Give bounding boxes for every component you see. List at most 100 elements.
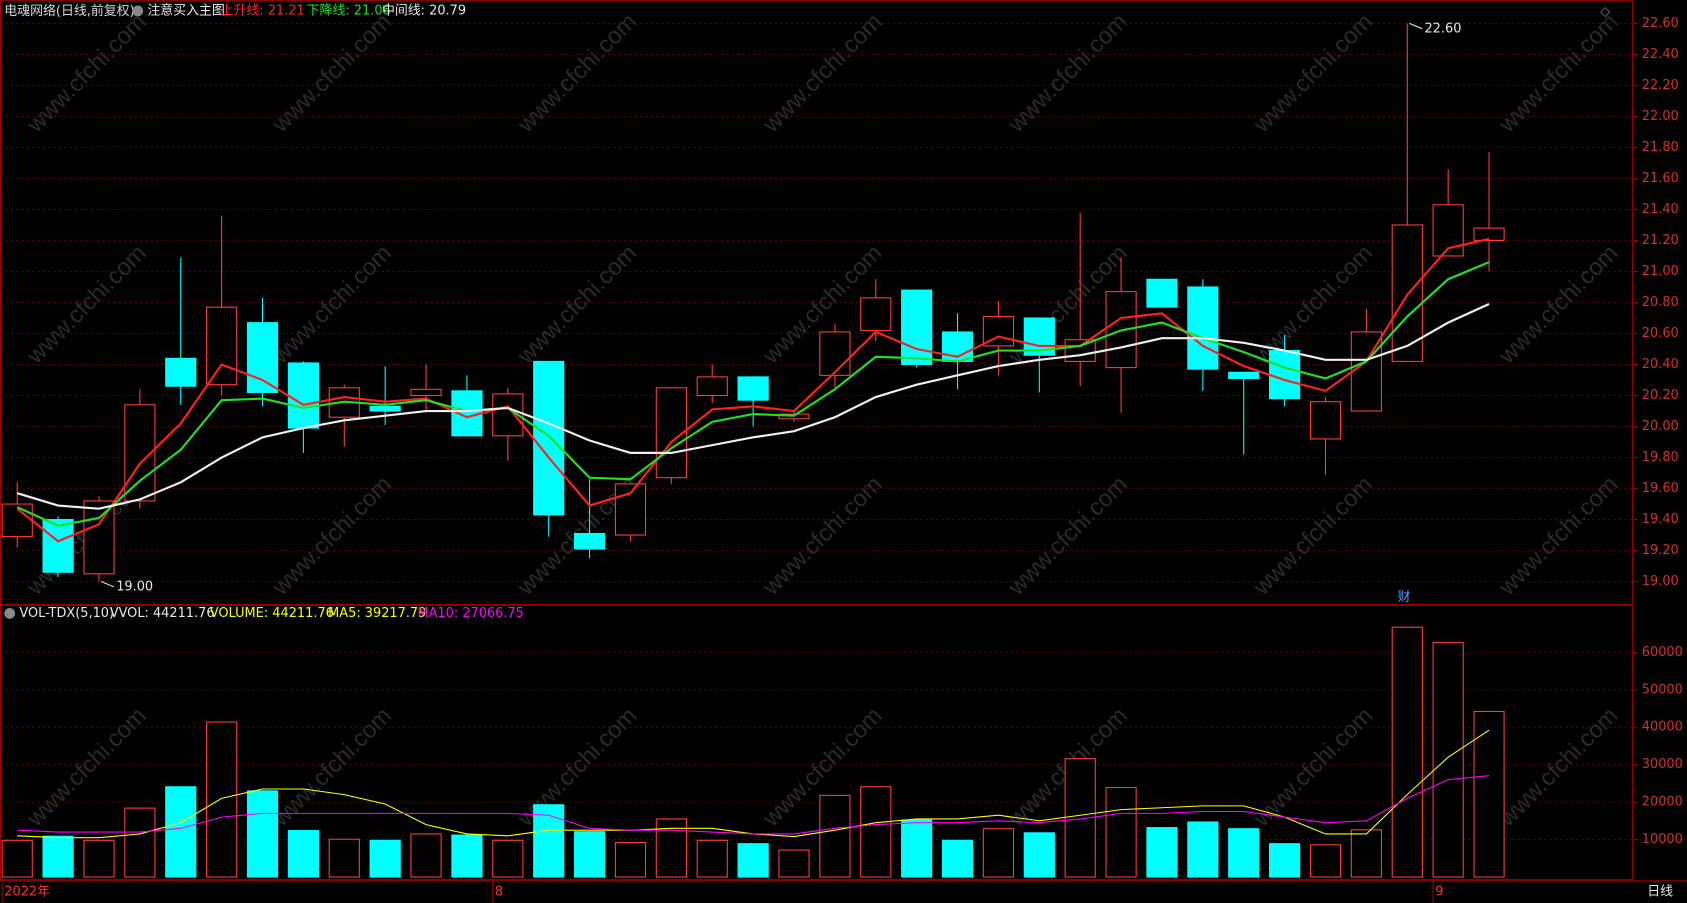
y-tick-label: 20.20 [1642,388,1679,403]
candle-body [696,376,728,397]
y-tick-label: 21.60 [1642,171,1679,186]
annotation-label: 22.60 [1424,21,1461,36]
volume-title: VOL-TDX(5,10) [19,606,114,621]
volume-bar [655,818,687,878]
volume-icon [4,608,16,619]
candle-body [42,519,74,573]
y-tick-label: 19.00 [1642,574,1679,589]
indicator-label: 中间线: 20.79 [382,3,466,18]
volume-bar [1,839,33,878]
volume-bar [124,807,156,878]
period-label: 日线 [1647,885,1673,900]
header: 电魂网络(日线,前复权) [4,2,134,18]
y-tick-label: 50000 [1642,682,1683,697]
volume-bar [737,843,769,878]
candle-body [83,500,115,575]
indicator-label: 上升线: 21.21 [221,3,305,18]
volume-bar [165,786,197,878]
volume-panel-frame [0,604,1634,881]
volume-bar [901,819,933,878]
volume-bar [778,849,810,878]
volume-bar [860,786,892,878]
volume-bar [982,828,1015,878]
y-tick-label: 60000 [1642,645,1683,660]
indicator-label: 下降线: 21.06 [307,3,391,18]
event-marker: 财 [1398,590,1411,605]
y-tick-label: 21.80 [1642,140,1679,155]
candle-body [1228,371,1260,379]
x-tick-label: 9 [1435,885,1443,900]
indicator-name: 注意买入主图 [147,2,224,18]
ma-line [16,303,1490,510]
candle-body [533,360,565,516]
y-tick-label: 19.80 [1642,450,1679,465]
candle-body [246,322,279,393]
volume-bar [451,834,483,878]
candle-body [819,331,851,376]
candle-body [369,405,401,412]
y-tick-label: 30000 [1642,757,1683,772]
volume-bar [1023,832,1055,878]
y-tick-label: 22.60 [1642,16,1679,31]
y-tick-label: 19.40 [1642,512,1679,527]
candle-body [901,289,933,366]
volume-bar [492,839,524,878]
indicator-label: MA10: 27066.75 [417,606,523,621]
y-tick-label: 20.40 [1642,357,1679,372]
candle-body [1146,278,1178,308]
candle-body [1269,350,1301,400]
volume-bar [1309,844,1342,878]
y-tick-label: 10000 [1642,832,1683,847]
volume-bar [1105,786,1137,878]
volume-bar [287,830,320,878]
volume-bar [533,804,565,878]
indicator-label: VOLUME: 44211.76 [210,606,334,621]
y-tick-label: 20.80 [1642,295,1679,310]
stock-title: 电魂网络(日线,前复权) [4,2,134,18]
candle-body [1187,286,1219,370]
candle-body [860,297,892,331]
annotation-label: 19.00 [116,579,153,594]
volume-bar [206,721,238,878]
volume-bar [1473,710,1505,878]
volume-bar [42,835,74,878]
volume-bar [1146,827,1178,878]
ma-line [17,775,1490,835]
volume-bar [1269,843,1301,878]
volume-bar [1350,829,1382,878]
volume-bar [328,838,360,878]
ma-line [16,237,1490,543]
indicator-icon [132,5,144,17]
volume-bar [410,833,442,878]
indicator-label: VVOL: 44211.76 [110,606,215,621]
volume-bar [1391,626,1423,878]
y-tick-label: 19.60 [1642,481,1679,496]
indicator-label: MA5: 39217.79 [328,606,426,621]
y-tick-label: 22.40 [1642,47,1679,62]
y-tick-label: 20000 [1642,795,1683,810]
candle-body [206,306,238,386]
volume-bar [614,842,647,878]
y-tick-label: 22.20 [1642,78,1679,93]
y-tick-label: 19.20 [1642,543,1679,558]
y-tick-label: 21.40 [1642,202,1679,217]
candle-body [573,532,606,550]
volume-bar [246,790,279,878]
y-tick-label: 40000 [1642,720,1683,735]
volume-bar [1432,642,1464,878]
y-tick-label: 21.20 [1642,233,1679,248]
ma-line [16,261,1490,527]
volume-bar [941,839,974,878]
volume-bar [1187,821,1219,878]
candle-body [410,388,442,397]
y-tick-label: 20.00 [1642,419,1679,434]
y-tick-label: 21.00 [1642,264,1679,279]
candle-body [737,376,769,401]
volume-bar [819,794,851,878]
y-tick-label: 20.60 [1642,326,1679,341]
y-tick-label: 22.00 [1642,109,1679,124]
annotation-arrow [1409,22,1423,30]
volume-bar [696,839,728,878]
